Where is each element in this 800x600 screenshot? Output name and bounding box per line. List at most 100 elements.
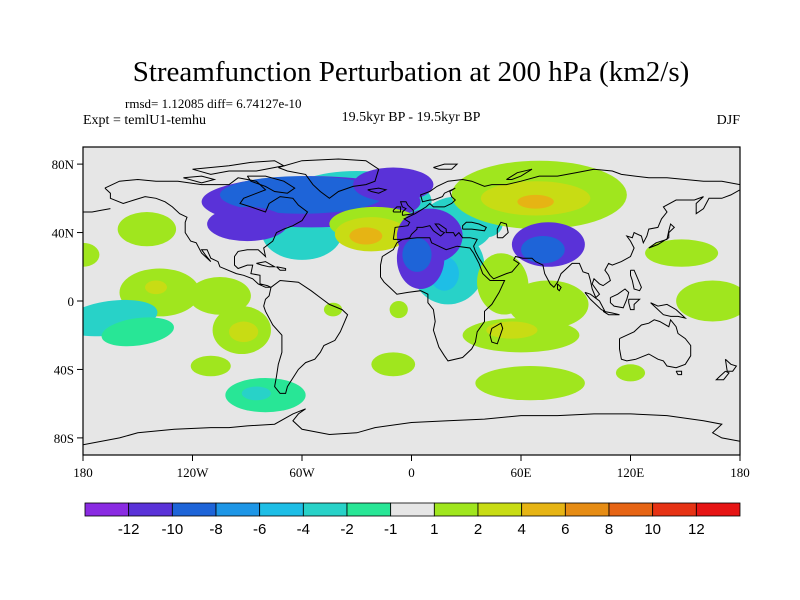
anomaly-15 [117,212,177,247]
map-panel [82,146,741,456]
chart-title: Streamfunction Perturbation at 200 hPa (… [133,56,690,88]
coastline-31 [83,208,111,213]
anomaly-27 [508,280,589,329]
coastline-6 [380,237,506,362]
coastline-9 [496,221,509,239]
colorbar-label-13: 12 [688,521,705,538]
colorbar-swatch-7 [390,502,435,517]
x-tick-label-6: 180 [730,465,750,480]
anomaly-24 [229,321,259,343]
coastline-24 [619,318,692,369]
colorbar-label-7: 1 [430,521,438,538]
coastline-8 [392,168,740,299]
colorbar-swatch-14 [695,502,741,517]
anomaly-22 [101,317,174,347]
anomaly-36 [615,364,646,382]
coastline-30 [83,408,740,446]
coastline-21 [628,298,641,311]
coastline-2 [246,175,296,194]
coastline-29 [276,266,287,271]
coastline-22 [630,269,642,292]
anomaly-37 [389,301,408,319]
coastline-16 [648,223,676,249]
anomaly-29 [486,321,538,339]
x-tick-label-3: 0 [408,465,415,480]
coastline-14 [433,163,459,170]
x-axis: 180 120W 60W 0 60E 120E 180 [73,455,750,480]
colorbar-label-1: -10 [161,521,183,538]
x-tick-label-1: 120W [177,465,210,480]
coastline-11 [399,201,414,216]
colorbar-swatch-5 [302,502,348,517]
coastline-26 [724,358,738,372]
colorbar-label-9: 4 [517,521,525,538]
colorbar-swatch-0 [84,502,130,517]
colorbar-swatch-9 [477,502,523,517]
coastline-7 [489,322,504,345]
anomaly-17 [83,242,100,267]
colorbar-swatch-13 [652,502,697,517]
coastline-5 [263,279,349,394]
colorbar-label-4: -4 [297,521,310,538]
anomaly-34 [371,352,416,377]
colorbar-label-2: -8 [209,521,222,538]
x-tick-label-5: 120E [617,465,645,480]
colorbar-label-8: 2 [474,521,482,538]
colorbar-swatch-6 [346,502,392,517]
colorbar-swatch-4 [259,502,304,517]
anomaly-9 [402,237,432,272]
anomaly-14 [521,235,565,264]
coastline-18 [609,288,630,309]
anomaly-6 [349,227,383,245]
coastline-10 [462,221,487,232]
y-tick-label-4: 80S [54,431,74,446]
coastline-4 [183,175,217,184]
coastline-15 [506,168,533,180]
coastline-12 [392,206,402,213]
anomaly-3 [353,167,434,202]
coastline-28 [256,261,277,268]
y-tick-label-2: 0 [68,294,75,309]
coastline-27 [715,370,730,381]
period-label: 19.5kyr BP - 19.5kyr BP [342,110,481,125]
x-tick-label-0: 180 [73,465,93,480]
colorbar-swatch-12 [608,502,654,517]
anomaly-12 [517,194,554,209]
y-tick-label-1: 40N [52,226,75,241]
colorbar-label-6: -1 [384,521,397,538]
colorbar-swatch-1 [128,502,173,517]
colorbar-label-10: 6 [561,521,569,538]
stats-text: rmsd= 1.12085 diff= 6.74127e-10 [125,96,302,111]
anomaly-2 [207,206,288,242]
coastline-19 [584,291,607,313]
anomaly-33 [190,355,231,377]
anomaly-25 [323,302,343,317]
coastline-3 [192,160,286,175]
colorbar-swatch-11 [564,502,610,517]
colorbar-label-3: -6 [253,521,266,538]
coastline-25 [675,370,683,376]
anomaly-19 [145,280,167,295]
season-label: DJF [717,113,741,128]
colorbar-label-0: -12 [118,521,140,538]
coastline-23 [650,302,688,320]
colorbar-swatch-8 [433,502,479,517]
x-tick-label-4: 60E [511,465,532,480]
coastline-20 [602,310,620,316]
coastlines [83,158,740,446]
colorbar-swatch-10 [521,502,566,517]
colorbar-label-12: 10 [644,521,661,538]
coastline-17 [557,283,562,292]
coastline-0 [104,177,309,288]
y-tick-label-0: 80N [52,157,75,172]
anomaly-20 [188,277,251,315]
colorbar-label-11: 8 [605,521,613,538]
x-tick-label-2: 60W [289,465,315,480]
anomaly-30 [676,280,740,322]
y-axis: 80N 40N 0 40S 80S [52,157,83,446]
colorbar: -12 -10 -8 -6 -4 -2 -1 1 2 4 6 8 10 12 [84,502,741,538]
coastline-1 [278,158,380,199]
colorbar-swatch-2 [171,502,217,517]
anomaly-32 [241,386,271,401]
